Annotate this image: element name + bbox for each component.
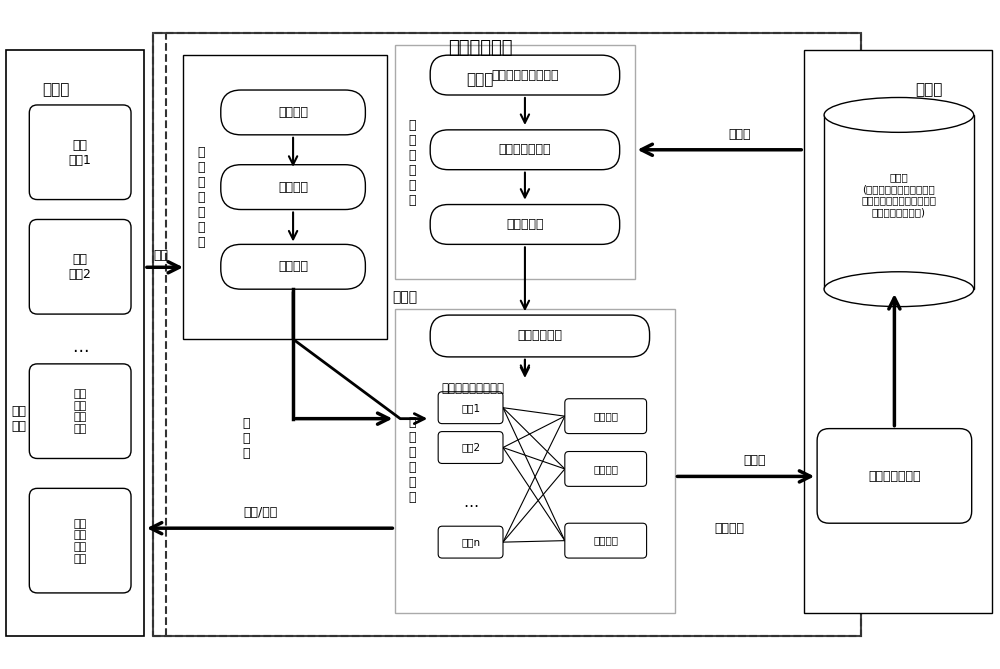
Text: 任
务
元
生
成
模
块: 任 务 元 生 成 模 块 (197, 146, 205, 249)
Text: 运管
中心1: 运管 中心1 (69, 138, 92, 167)
Text: 申请: 申请 (153, 249, 168, 262)
Text: 可重构控制器: 可重构控制器 (448, 39, 512, 57)
Ellipse shape (824, 272, 974, 306)
Text: 规划方案: 规划方案 (714, 522, 744, 535)
FancyBboxPatch shape (565, 399, 647, 434)
FancyBboxPatch shape (430, 315, 650, 357)
Text: 任务整形: 任务整形 (278, 260, 308, 273)
Text: 任
务
规
划
模
块: 任 务 规 划 模 块 (408, 417, 416, 504)
Text: 任务聚类: 任务聚类 (278, 181, 308, 193)
Text: 指令生成与上注: 指令生成与上注 (868, 470, 921, 483)
FancyBboxPatch shape (29, 219, 131, 314)
Text: 控制层: 控制层 (466, 72, 494, 88)
Bar (183, 55, 387, 339)
Text: 运管
中心2: 运管 中心2 (69, 254, 92, 281)
Text: 要素提取: 要素提取 (278, 106, 308, 119)
Text: 天链
卫星
控管
中心: 天链 卫星 控管 中心 (74, 518, 87, 563)
FancyBboxPatch shape (29, 488, 131, 593)
Text: 任务2: 任务2 (461, 442, 480, 452)
Bar (804, 50, 992, 613)
Text: 资源层: 资源层 (915, 82, 942, 98)
Text: 动作流: 动作流 (728, 128, 751, 141)
Bar (824, 115, 974, 289)
Text: …: … (463, 495, 478, 510)
FancyBboxPatch shape (430, 130, 620, 170)
Text: 资源流: 资源流 (393, 290, 418, 304)
Bar (153, 33, 861, 636)
FancyBboxPatch shape (438, 527, 503, 558)
FancyBboxPatch shape (430, 205, 620, 244)
Text: 资源流构建: 资源流构建 (506, 218, 544, 231)
Text: 任务1: 任务1 (461, 403, 480, 413)
Text: 任务
生成: 任务 生成 (12, 405, 27, 433)
Text: 任务与资源弹性映射: 任务与资源弹性映射 (442, 382, 505, 395)
Text: 资
源
表
征
模
块: 资 源 表 征 模 块 (408, 118, 416, 207)
FancyBboxPatch shape (221, 90, 365, 135)
Text: 接受/拒绝: 接受/拒绝 (244, 506, 278, 518)
FancyBboxPatch shape (438, 432, 503, 464)
FancyBboxPatch shape (221, 244, 365, 289)
Text: 通信资源: 通信资源 (593, 411, 618, 421)
Text: 资源机动与重构: 资源机动与重构 (499, 143, 551, 157)
Text: 资源冲突分析: 资源冲突分析 (517, 330, 562, 343)
Text: …: … (72, 338, 88, 356)
Bar (395, 45, 635, 279)
Bar (6, 50, 144, 636)
Text: 任
务
流: 任 务 流 (242, 417, 249, 460)
FancyBboxPatch shape (438, 392, 503, 423)
FancyBboxPatch shape (817, 429, 972, 523)
Text: 应用层: 应用层 (43, 82, 70, 98)
FancyBboxPatch shape (29, 105, 131, 199)
FancyBboxPatch shape (29, 364, 131, 458)
Text: 动作流: 动作流 (743, 454, 766, 467)
Bar (153, 33, 861, 636)
FancyBboxPatch shape (565, 523, 647, 558)
FancyBboxPatch shape (221, 165, 365, 209)
Text: 计算资源: 计算资源 (593, 536, 618, 546)
Text: 资源状态感知和表征: 资源状态感知和表征 (491, 69, 559, 82)
Text: 任务n: 任务n (461, 537, 480, 547)
Bar (395, 309, 675, 613)
Text: 西安
卫星
测控
中心: 西安 卫星 测控 中心 (74, 389, 87, 434)
Text: 存储资源: 存储资源 (593, 464, 618, 474)
Ellipse shape (824, 98, 974, 132)
FancyBboxPatch shape (565, 452, 647, 486)
FancyBboxPatch shape (430, 55, 620, 95)
Text: 资源池
(成像仪、网络交换机、路
由器、各种卫星中的观测、
存储、计算等资源): 资源池 (成像仪、网络交换机、路 由器、各种卫星中的观测、 存储、计算等资源) (861, 172, 936, 217)
